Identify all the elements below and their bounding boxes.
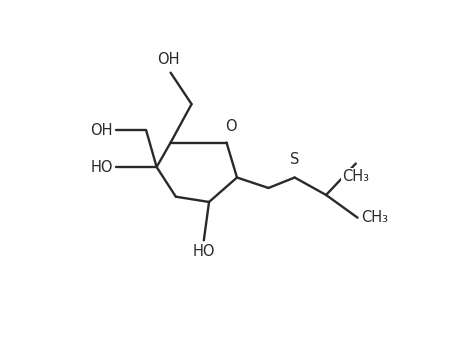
- Text: HO: HO: [192, 244, 215, 259]
- Text: HO: HO: [91, 159, 113, 175]
- Text: OH: OH: [158, 53, 180, 67]
- Text: CH₃: CH₃: [342, 169, 369, 184]
- Text: S: S: [290, 152, 300, 167]
- Text: CH₃: CH₃: [361, 210, 388, 225]
- Text: OH: OH: [91, 123, 113, 138]
- Text: O: O: [225, 119, 237, 134]
